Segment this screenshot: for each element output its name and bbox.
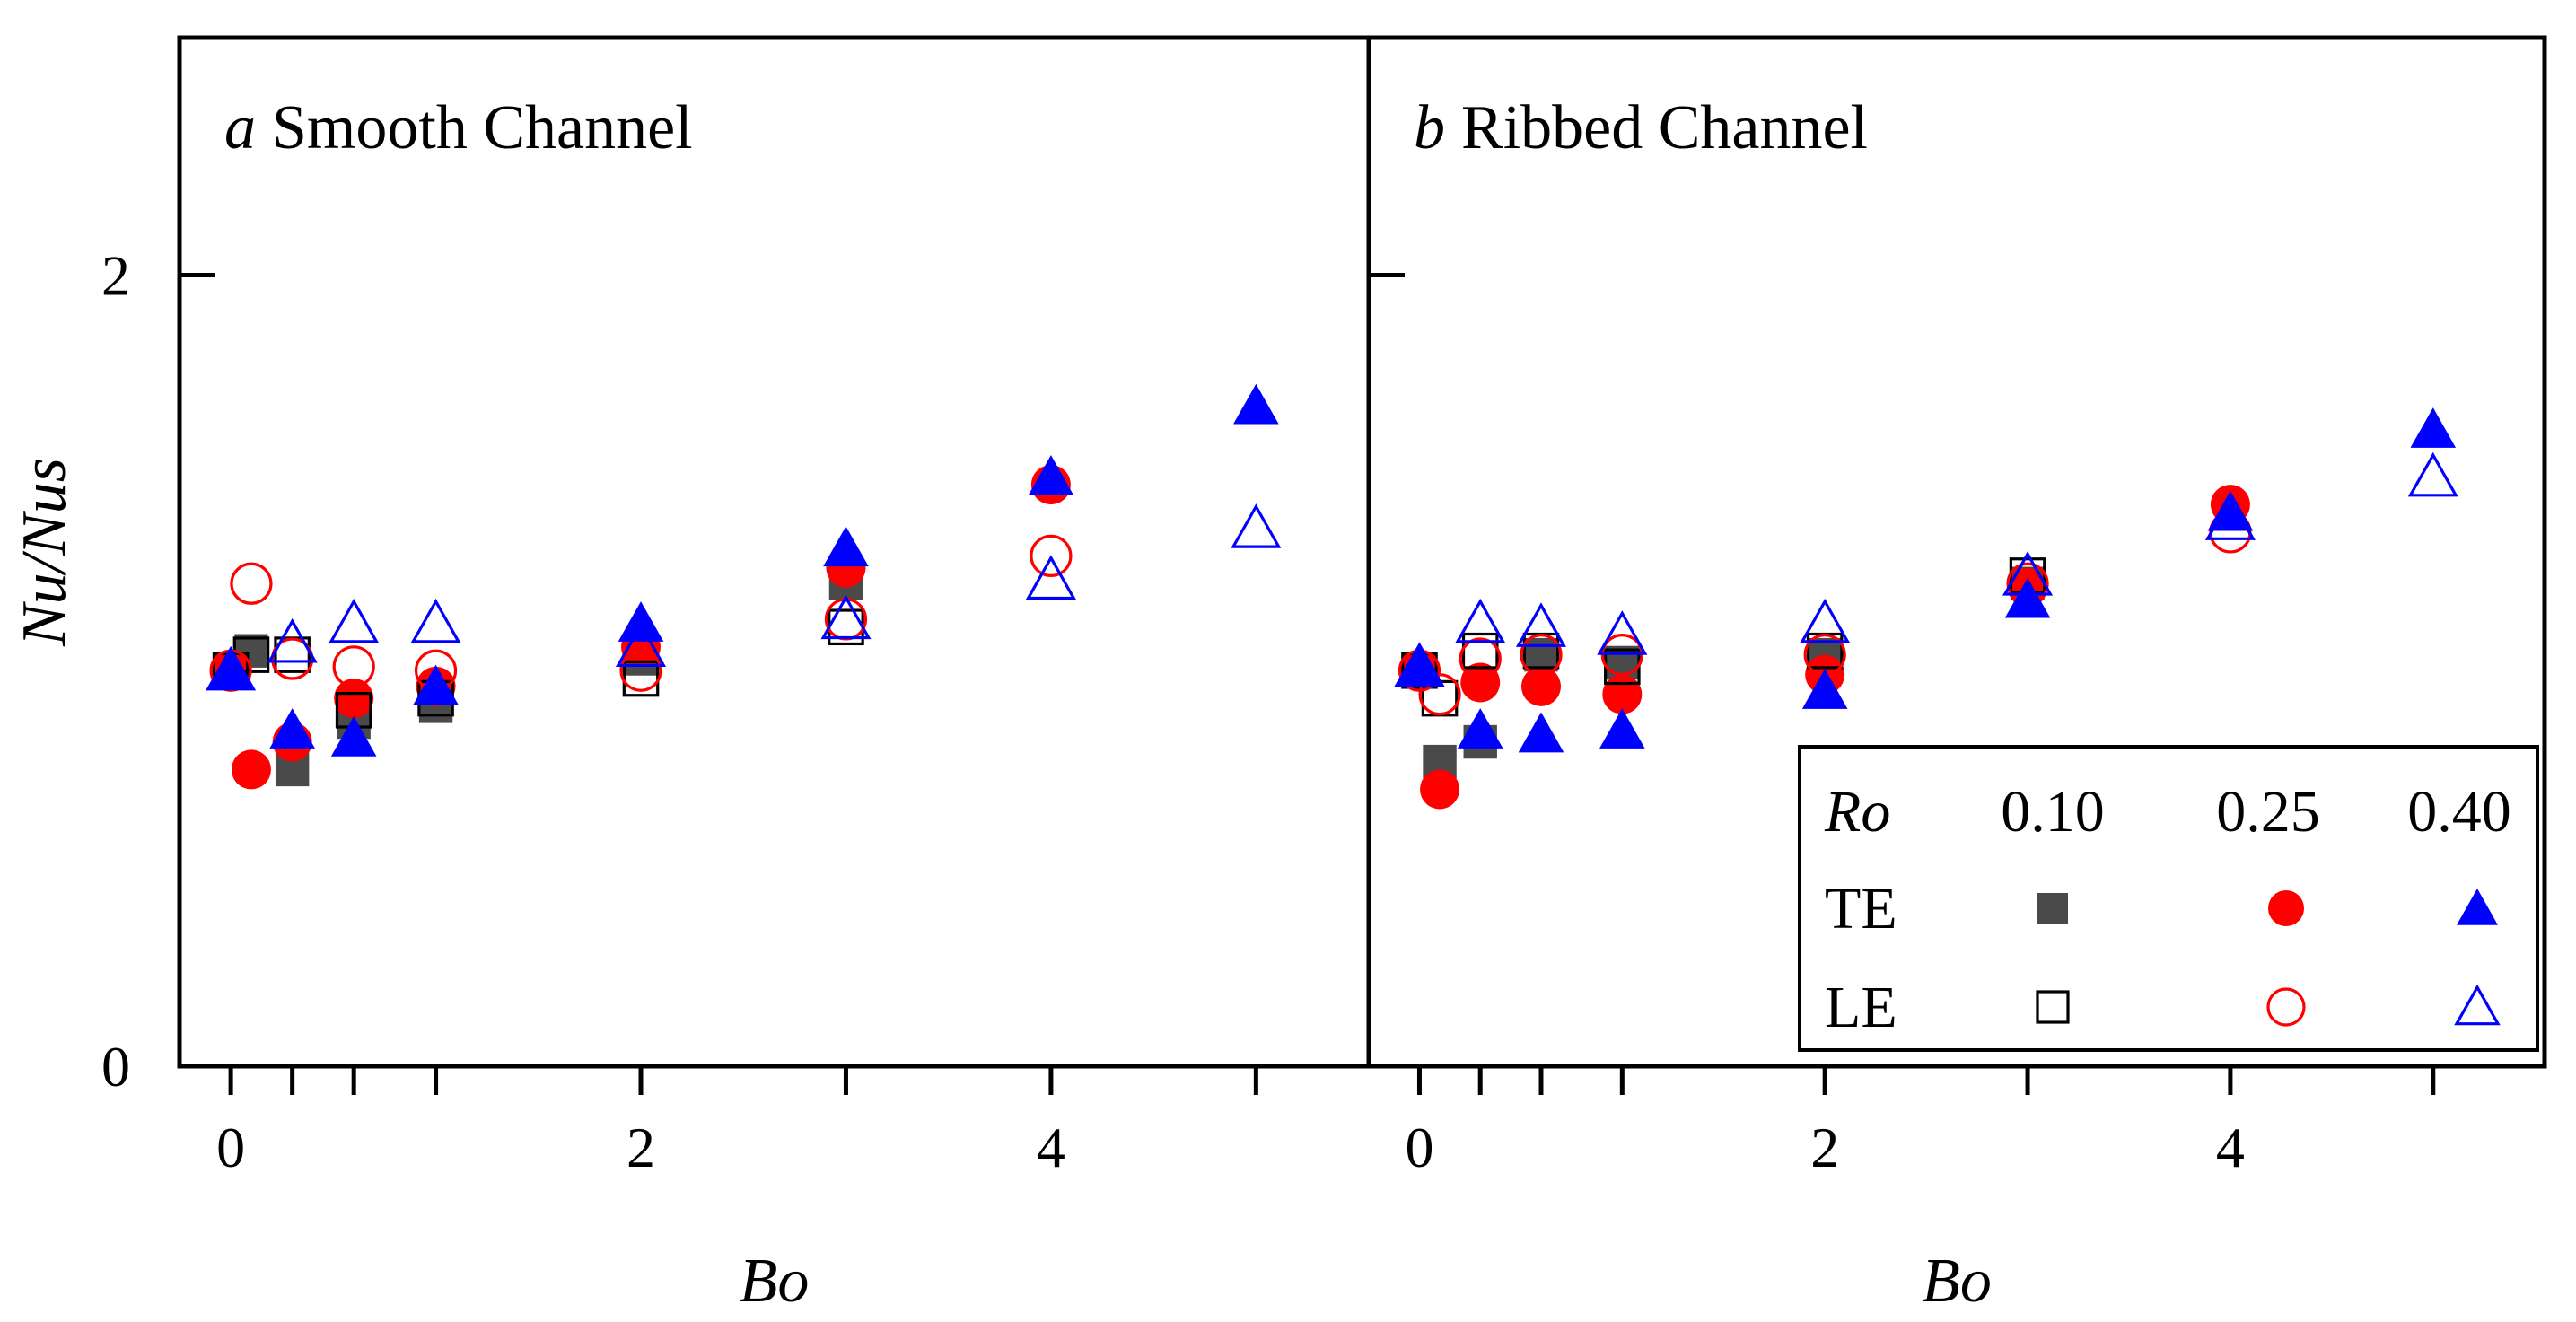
data-point bbox=[1025, 555, 1076, 600]
legend-marker-le-circle bbox=[2266, 987, 2306, 1027]
legend-column-2: 0.40 bbox=[2407, 779, 2511, 845]
x-tick-label: 4 bbox=[1037, 1116, 1065, 1179]
legend-row-te: TE bbox=[1825, 876, 1897, 941]
data-point bbox=[1518, 712, 1564, 753]
legend-marker-le-square bbox=[2036, 990, 2070, 1024]
data-point bbox=[1231, 503, 1282, 548]
data-point bbox=[1420, 769, 1460, 810]
data-point bbox=[618, 601, 664, 642]
data-point bbox=[1602, 674, 1643, 714]
data-point bbox=[334, 679, 374, 719]
data-point bbox=[230, 562, 273, 605]
legend-header: Ro bbox=[1824, 779, 1890, 845]
legend: Ro 0.10 0.25 0.40 TE LE bbox=[1798, 745, 2539, 1052]
y-tick-label: 2 bbox=[101, 243, 130, 307]
data-point bbox=[1800, 598, 1851, 643]
data-point bbox=[1524, 637, 1558, 672]
data-point bbox=[1520, 666, 1561, 706]
legend-column-0: 0.10 bbox=[2001, 779, 2105, 845]
data-point bbox=[1418, 673, 1461, 716]
data-point bbox=[1801, 669, 1848, 709]
y-tick-label: 0 bbox=[101, 1035, 130, 1099]
panel-ribbed-channel: b Ribbed Channel 0 2 4 Bo bbox=[1366, 35, 2547, 1316]
data-point bbox=[1515, 602, 1567, 647]
panel-b-x-tick-labels: 0 2 4 bbox=[1405, 1116, 2244, 1179]
series-te-ro-0-40 bbox=[1397, 407, 2457, 753]
data-point bbox=[2410, 407, 2457, 448]
legend-box bbox=[1798, 745, 2539, 1052]
legend-marker-le-triangle bbox=[2454, 984, 2501, 1026]
series-te-ro-0-40 bbox=[207, 383, 1279, 757]
data-point bbox=[267, 617, 318, 663]
data-point bbox=[330, 715, 377, 757]
panel-b-ticks bbox=[1369, 272, 2436, 1095]
legend-row-le: LE bbox=[1825, 975, 1897, 1040]
y-axis-title: Nu/Nus bbox=[10, 458, 79, 647]
panel-a-ticks bbox=[180, 272, 1258, 1095]
y-tick-labels: 02 bbox=[101, 243, 130, 1099]
panel-a-x-axis-title: Bo bbox=[740, 1247, 810, 1316]
data-point bbox=[2004, 577, 2051, 618]
data-point bbox=[413, 664, 459, 705]
data-point bbox=[207, 649, 254, 689]
x-tick-label: 0 bbox=[216, 1116, 245, 1179]
data-point bbox=[2207, 490, 2254, 531]
data-point bbox=[1459, 637, 1502, 680]
data-point bbox=[1460, 662, 1501, 703]
data-point bbox=[1597, 610, 1648, 655]
panel-a-title: a Smooth Channel bbox=[224, 93, 693, 162]
data-point bbox=[1233, 383, 1279, 425]
panel-b-letter: b bbox=[1414, 93, 1445, 162]
data-point bbox=[619, 649, 662, 692]
panel-b-x-axis-title: Bo bbox=[1922, 1247, 1992, 1316]
series-te-ro-0-10 bbox=[214, 566, 863, 787]
data-point bbox=[1599, 708, 1645, 749]
data-point bbox=[332, 645, 375, 688]
data-point bbox=[823, 526, 869, 567]
data-point bbox=[2407, 451, 2458, 497]
data-point bbox=[1397, 644, 1442, 686]
data-point bbox=[231, 749, 271, 790]
x-tick-label: 2 bbox=[1810, 1116, 1839, 1179]
data-point bbox=[1028, 455, 1074, 495]
legend-markers bbox=[2036, 889, 2501, 1027]
data-point bbox=[820, 594, 872, 640]
panel-a-letter: a bbox=[224, 93, 256, 162]
data-point bbox=[1030, 534, 1073, 578]
data-point bbox=[269, 708, 315, 749]
data-point bbox=[1455, 598, 1506, 643]
legend-column-1: 0.25 bbox=[2216, 779, 2320, 845]
series-le-ro-0-10 bbox=[212, 608, 864, 729]
x-tick-label: 4 bbox=[2216, 1116, 2245, 1179]
x-tick-label: 2 bbox=[626, 1116, 655, 1179]
panel-b-title-text: Ribbed Channel bbox=[1461, 93, 1868, 162]
panel-a-points bbox=[206, 383, 1282, 790]
data-point bbox=[410, 598, 461, 643]
panel-a-frame bbox=[177, 35, 1371, 1069]
legend-marker-te-square bbox=[2037, 893, 2068, 924]
panel-a-title-text: Smooth Channel bbox=[272, 93, 693, 162]
data-point bbox=[615, 622, 667, 667]
legend-marker-te-circle bbox=[2268, 890, 2304, 926]
panel-a-x-tick-labels: 0 2 4 bbox=[216, 1116, 1065, 1179]
legend-marker-te-triangle bbox=[2457, 889, 2498, 925]
data-point bbox=[1457, 708, 1503, 749]
data-point bbox=[1520, 633, 1563, 677]
x-tick-label: 0 bbox=[1405, 1116, 1433, 1179]
series-le-ro-0-40 bbox=[206, 503, 1282, 691]
panel-b-points bbox=[1394, 407, 2458, 810]
panel-b-title: b Ribbed Channel bbox=[1414, 93, 1868, 162]
data-point bbox=[329, 598, 380, 643]
panel-b-frame bbox=[1366, 35, 2547, 1069]
